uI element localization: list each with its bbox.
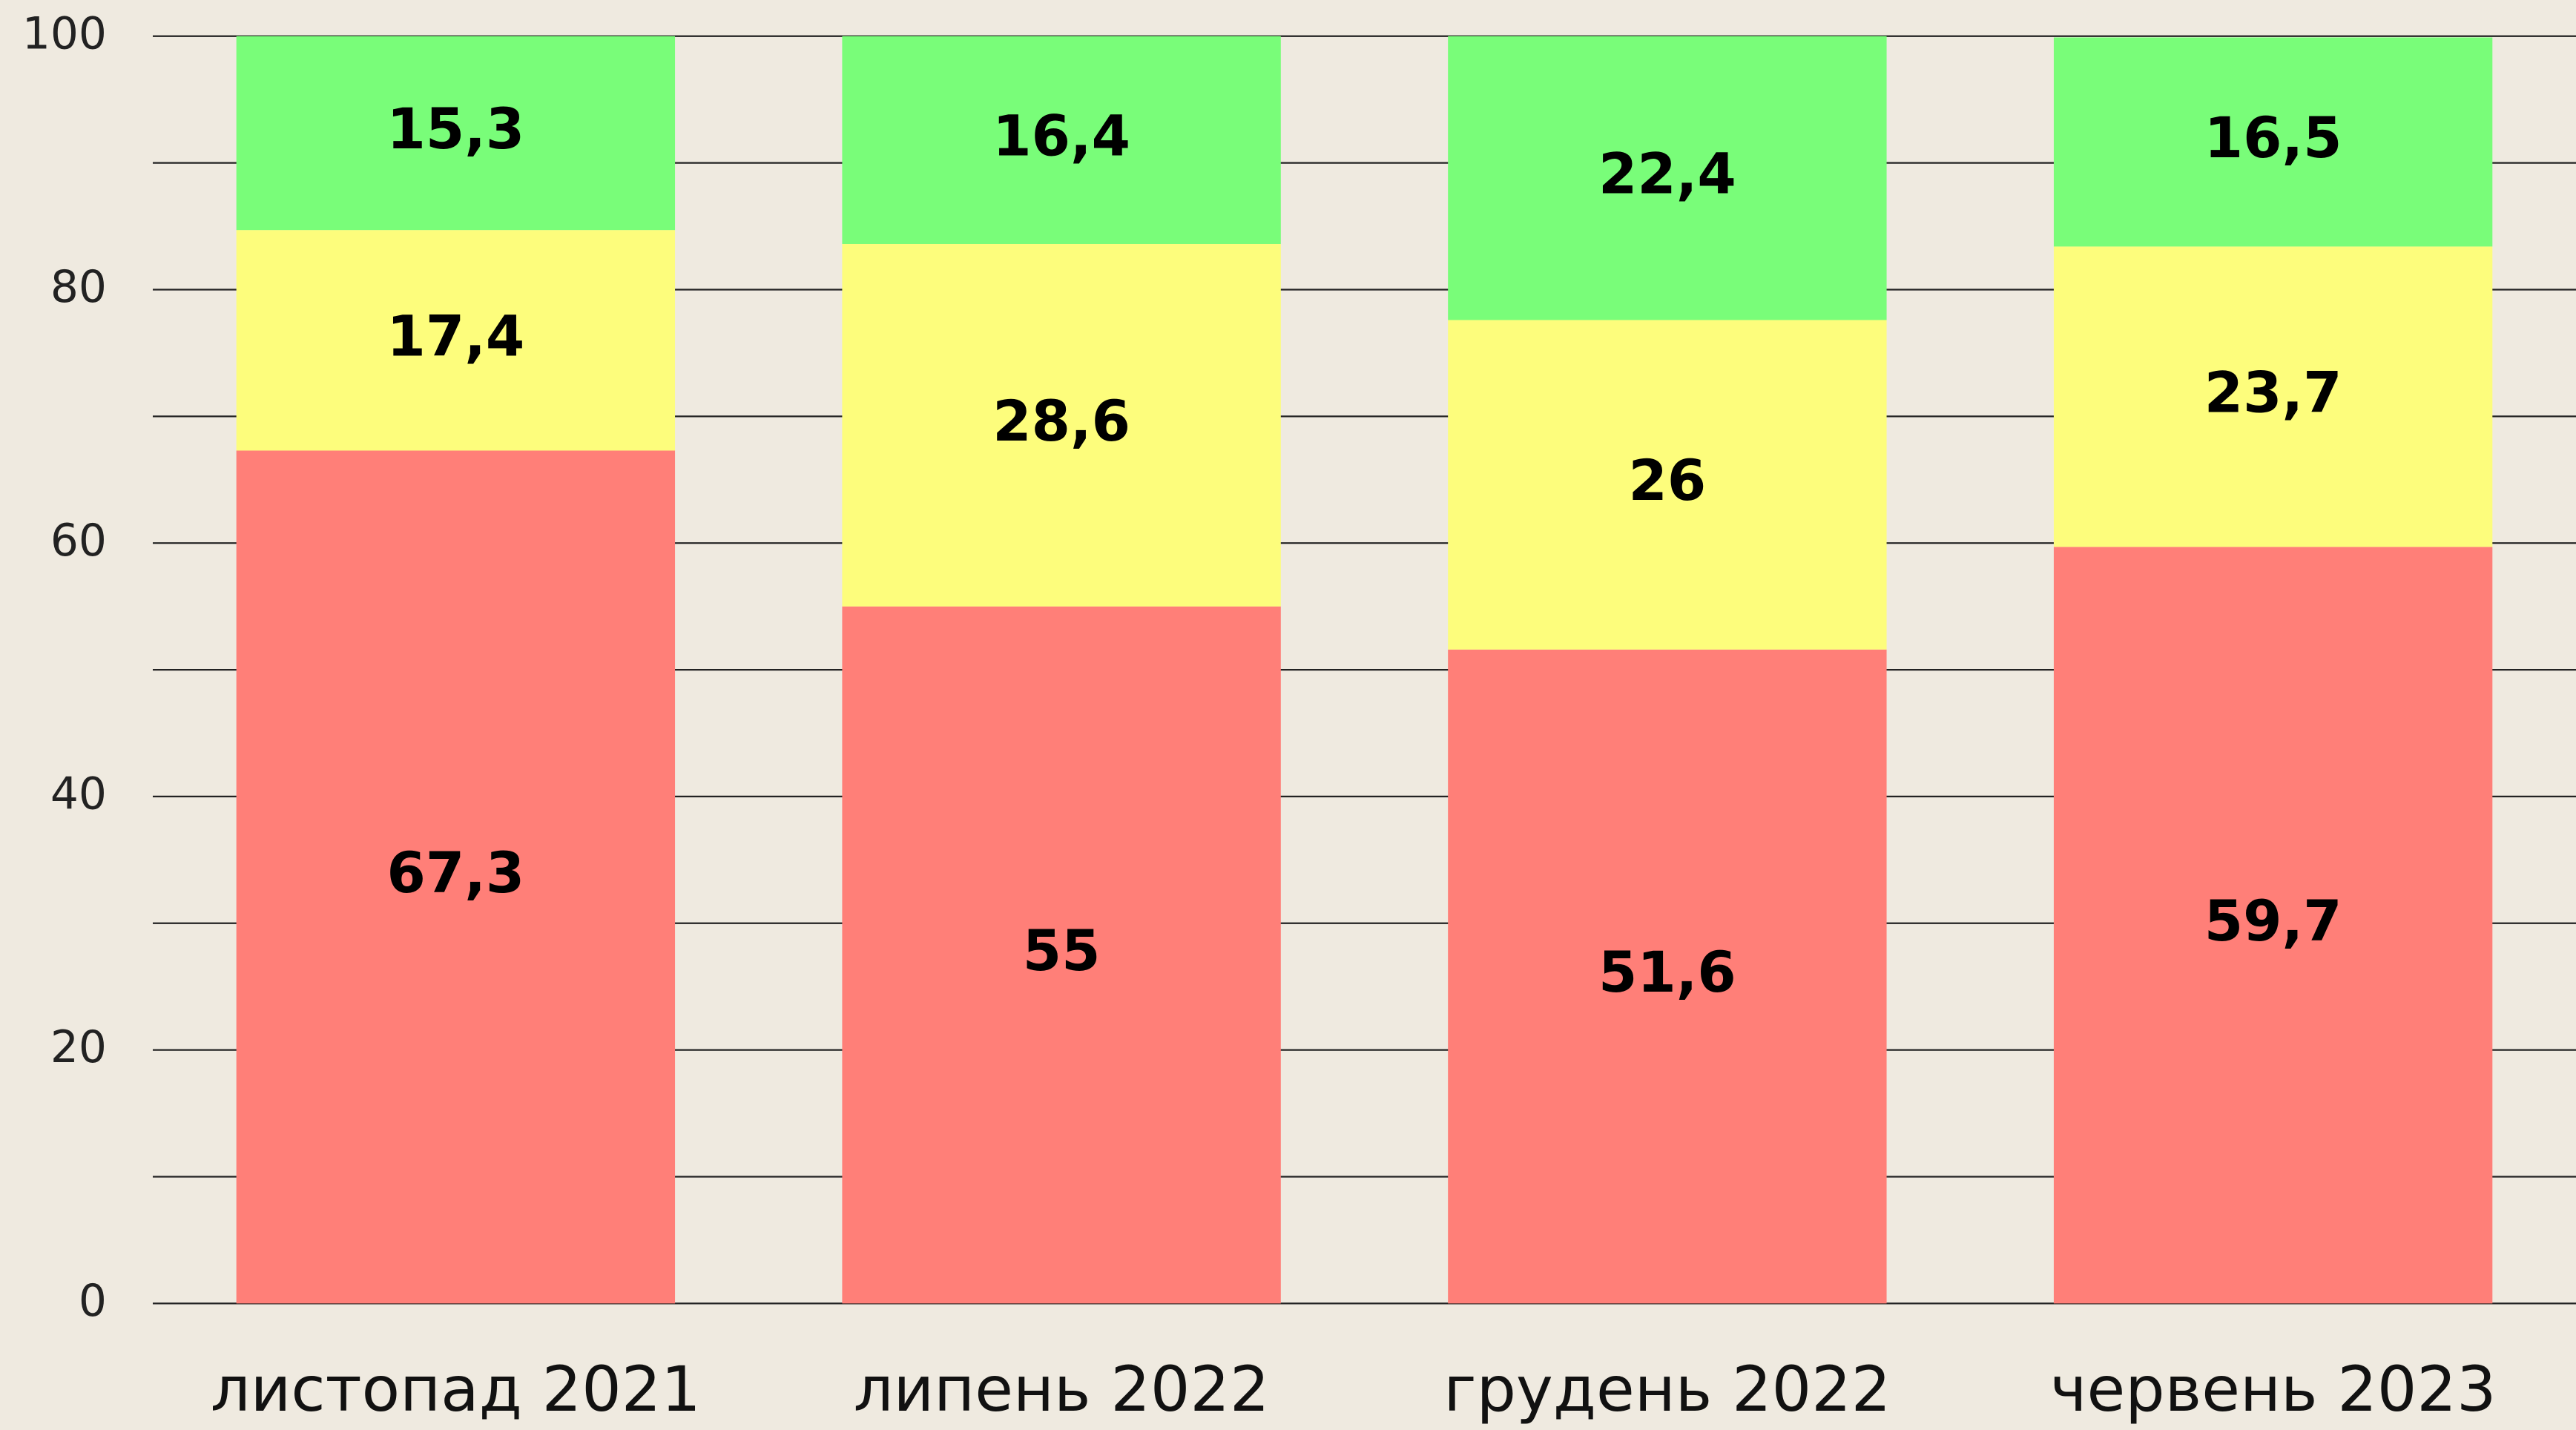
- y-tick-label: 20: [50, 1021, 107, 1073]
- bar-segment: [236, 450, 676, 1304]
- data-label: 59,7: [2204, 889, 2342, 954]
- data-label: 28,6: [992, 389, 1130, 454]
- bar-segment: [236, 230, 676, 451]
- data-label: 22,4: [1598, 142, 1736, 207]
- y-tick-label: 80: [50, 261, 107, 313]
- bar-segment: [1448, 649, 1887, 1304]
- bar-segment: [842, 36, 1281, 244]
- bar-segment: [1448, 36, 1887, 320]
- data-label: 51,6: [1598, 940, 1736, 1005]
- bar-segment: [2053, 246, 2493, 547]
- bar-segment: [236, 36, 676, 231]
- data-label: 15,3: [386, 96, 524, 162]
- data-label: 26: [1628, 448, 1706, 513]
- bar-segment: [1448, 320, 1887, 650]
- x-tick-label: червень 2023: [2050, 1353, 2497, 1426]
- x-tick-label: листопад 2021: [211, 1353, 701, 1426]
- bar-segment: [842, 606, 1281, 1304]
- y-tick-label: 40: [50, 768, 107, 820]
- data-label: 23,7: [2204, 360, 2342, 425]
- data-label: 67,3: [386, 840, 524, 906]
- data-label: 55: [1023, 918, 1101, 983]
- y-tick-label: 100: [22, 7, 107, 59]
- data-label: 16,5: [2204, 105, 2342, 171]
- y-tick-label: 60: [50, 515, 107, 567]
- bar-segment: [2053, 37, 2493, 247]
- bar-segment: [842, 243, 1281, 607]
- x-tick-label: липень 2022: [854, 1353, 1270, 1426]
- x-tick-label: грудень 2022: [1443, 1353, 1891, 1426]
- bar-segment: [2053, 547, 2493, 1304]
- data-label: 16,4: [992, 103, 1130, 168]
- data-label: 17,4: [386, 303, 524, 369]
- y-tick-label: 0: [79, 1275, 107, 1327]
